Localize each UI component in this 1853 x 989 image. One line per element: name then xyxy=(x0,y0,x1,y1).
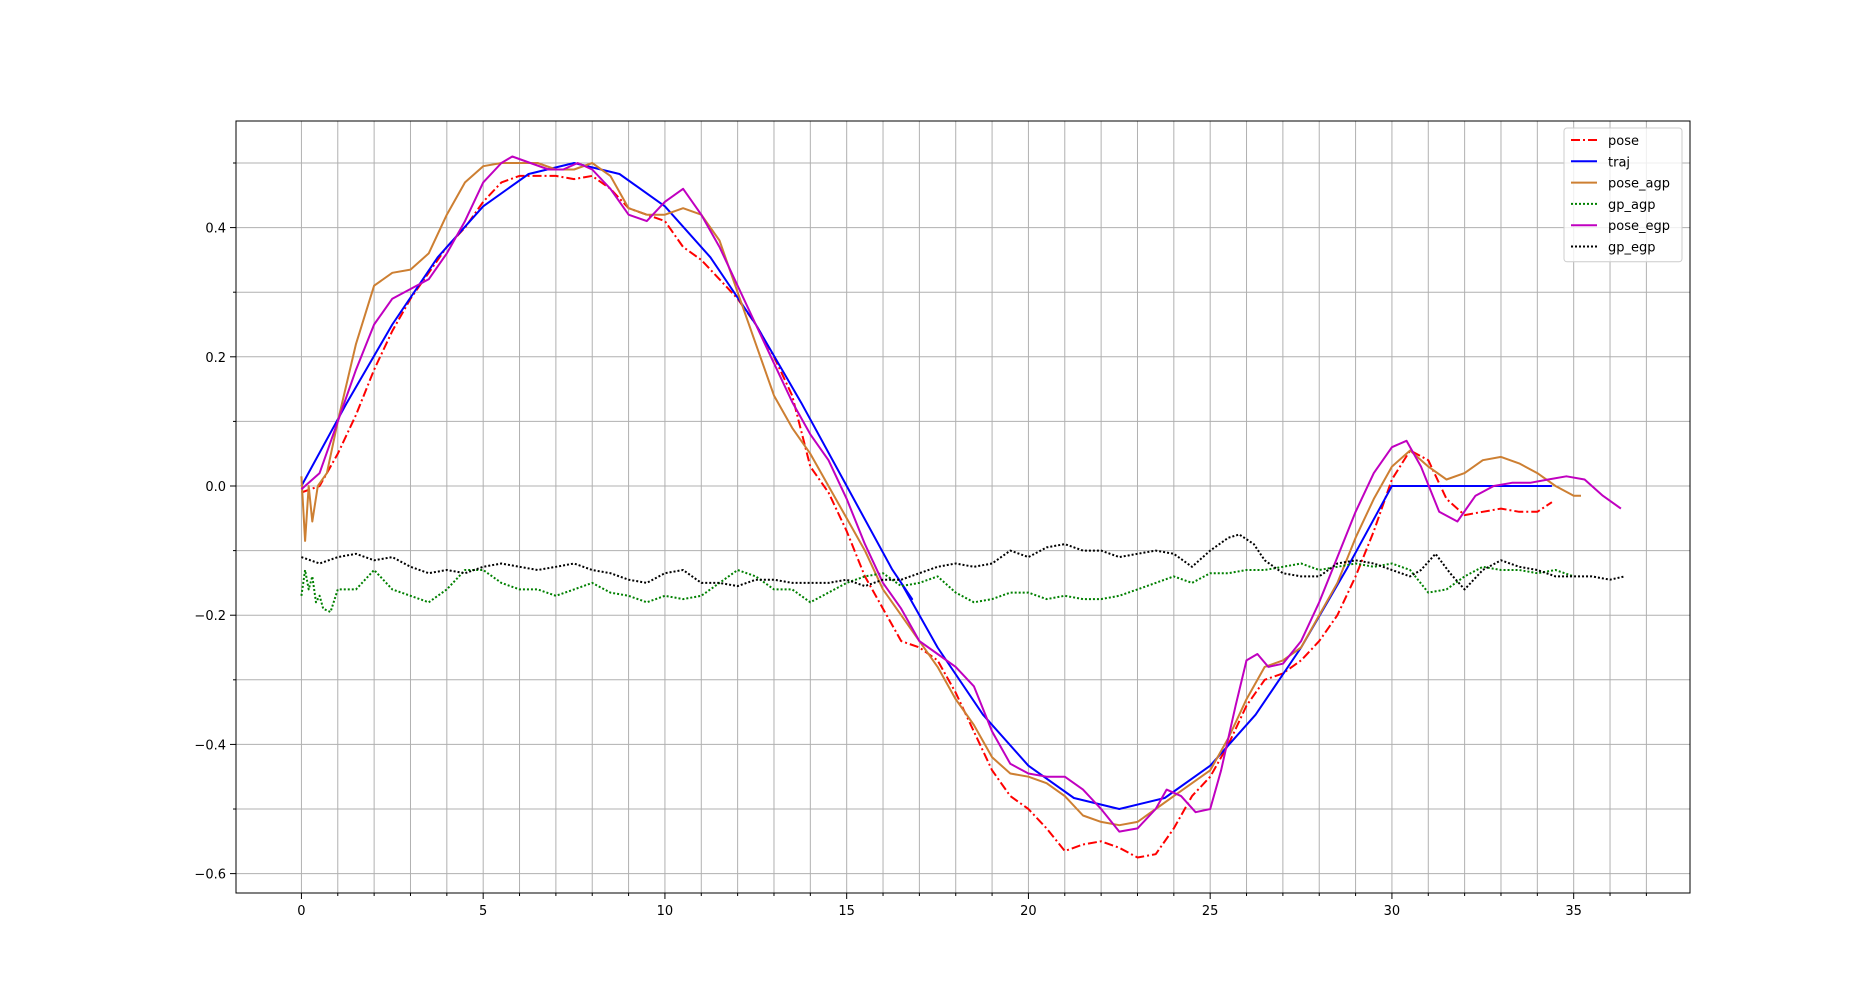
x-axis-tick-labels: 0 5 10 15 20 25 30 35 xyxy=(297,904,1582,919)
x-tick-label: 5 xyxy=(479,904,487,919)
y-tick-label: −0.4 xyxy=(194,738,226,753)
legend-label: pose xyxy=(1608,134,1639,149)
x-tick-label: 30 xyxy=(1384,904,1401,919)
y-tick-label: 0.4 xyxy=(205,222,226,237)
x-tick-label: 20 xyxy=(1020,904,1037,919)
x-tick-label: 10 xyxy=(657,904,674,919)
series-line-pose-egp xyxy=(300,155,1622,833)
legend-label: gp_agp xyxy=(1608,198,1655,213)
series-line-pose-agp xyxy=(300,162,1581,827)
y-tick-label: 0.2 xyxy=(205,351,226,366)
series-line-traj xyxy=(300,162,1552,810)
legend-label: pose_agp xyxy=(1608,177,1670,192)
axis-ticks xyxy=(230,162,1647,899)
series-line-gp-egp xyxy=(301,533,1625,591)
x-tick-label: 25 xyxy=(1202,904,1219,919)
x-tick-label: 35 xyxy=(1565,904,1582,919)
series-line-gp-agp xyxy=(300,562,1575,613)
series-layer xyxy=(300,155,1625,859)
x-tick-label: 0 xyxy=(297,904,305,919)
legend-label: gp_egp xyxy=(1608,241,1656,256)
legend-label: traj xyxy=(1608,155,1630,170)
y-tick-label: −0.2 xyxy=(194,609,226,624)
y-axis-tick-labels: −0.6 −0.4 −0.2 0.0 0.2 0.4 xyxy=(194,222,226,883)
x-tick-label: 15 xyxy=(838,904,855,919)
grid xyxy=(236,121,1690,893)
legend: pose traj pose_agp gp_agp pose_egp gp_egp xyxy=(1563,127,1683,263)
y-tick-label: 0.0 xyxy=(205,480,226,495)
y-tick-label: −0.6 xyxy=(194,868,226,883)
plot-frame xyxy=(235,120,1691,894)
legend-label: pose_egp xyxy=(1608,219,1670,234)
